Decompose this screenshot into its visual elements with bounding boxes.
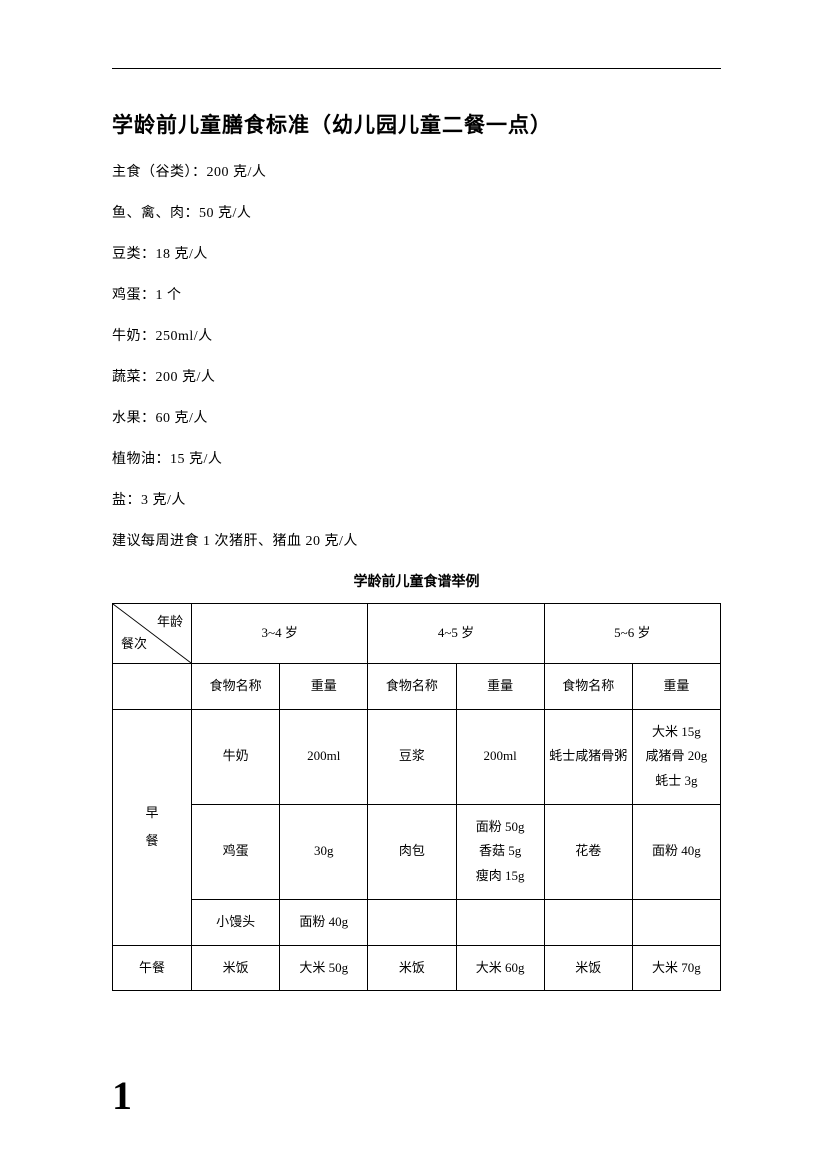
- meal-label-breakfast: 早餐: [113, 709, 192, 945]
- standard-line: 鱼、禽、肉：50 克/人: [112, 202, 721, 222]
- standard-line: 鸡蛋：1 个: [112, 284, 721, 304]
- weight-cell: 大米 15g咸猪骨 20g蚝士 3g: [632, 709, 720, 804]
- table-subheader-row: 食物名称 重量 食物名称 重量 食物名称 重量: [113, 664, 721, 710]
- subheader-food: 食物名称: [192, 664, 280, 710]
- food-cell: 牛奶: [192, 709, 280, 804]
- standard-line: 主食（谷类）：200 克/人: [112, 161, 721, 181]
- table-row: 午餐 米饭 大米 50g 米饭 大米 60g 米饭 大米 70g: [113, 945, 721, 991]
- food-cell: 米饭: [192, 945, 280, 991]
- food-cell: 米饭: [544, 945, 632, 991]
- subheader-weight: 重量: [632, 664, 720, 710]
- weight-cell: 面粉 40g: [632, 804, 720, 899]
- table-title: 学龄前儿童食谱举例: [112, 571, 721, 591]
- food-cell: 肉包: [368, 804, 456, 899]
- menu-table: 年龄 餐次 3~4 岁 4~5 岁 5~6 岁 食物名称 重量 食物名称 重量 …: [112, 603, 721, 991]
- standard-line: 蔬菜：200 克/人: [112, 366, 721, 386]
- meal-label-lunch: 午餐: [113, 945, 192, 991]
- table-header-row: 年龄 餐次 3~4 岁 4~5 岁 5~6 岁: [113, 604, 721, 664]
- document-title: 学龄前儿童膳食标准（幼儿园儿童二餐一点）: [112, 109, 721, 139]
- page-number: 1: [112, 1072, 132, 1119]
- subheader-weight: 重量: [456, 664, 544, 710]
- weight-cell: 200ml: [456, 709, 544, 804]
- diagonal-header-cell: 年龄 餐次: [113, 604, 192, 664]
- standard-line: 植物油：15 克/人: [112, 448, 721, 468]
- standard-line: 建议每周进食 1 次猪肝、猪血 20 克/人: [112, 530, 721, 550]
- standard-line: 牛奶：250ml/人: [112, 325, 721, 345]
- weight-cell: 面粉 50g香菇 5g瘦肉 15g: [456, 804, 544, 899]
- weight-cell: [456, 899, 544, 945]
- age-group-header: 3~4 岁: [192, 604, 368, 664]
- food-cell: [544, 899, 632, 945]
- subheader-food: 食物名称: [368, 664, 456, 710]
- weight-cell: 面粉 40g: [280, 899, 368, 945]
- page-container: 学龄前儿童膳食标准（幼儿园儿童二餐一点） 主食（谷类）：200 克/人 鱼、禽、…: [0, 0, 826, 991]
- food-cell: 米饭: [368, 945, 456, 991]
- top-rule: [112, 68, 721, 69]
- subheader-food: 食物名称: [544, 664, 632, 710]
- table-row: 鸡蛋 30g 肉包 面粉 50g香菇 5g瘦肉 15g 花卷 面粉 40g: [113, 804, 721, 899]
- empty-cell: [113, 664, 192, 710]
- standard-line: 水果：60 克/人: [112, 407, 721, 427]
- table-row: 早餐 牛奶 200ml 豆浆 200ml 蚝士咸猪骨粥 大米 15g咸猪骨 20…: [113, 709, 721, 804]
- weight-cell: 30g: [280, 804, 368, 899]
- food-cell: 鸡蛋: [192, 804, 280, 899]
- subheader-weight: 重量: [280, 664, 368, 710]
- food-cell: 豆浆: [368, 709, 456, 804]
- standard-line: 豆类：18 克/人: [112, 243, 721, 263]
- weight-cell: 200ml: [280, 709, 368, 804]
- weight-cell: 大米 50g: [280, 945, 368, 991]
- food-cell: [368, 899, 456, 945]
- table-row: 小馒头 面粉 40g: [113, 899, 721, 945]
- standard-line: 盐：3 克/人: [112, 489, 721, 509]
- weight-cell: 大米 60g: [456, 945, 544, 991]
- diag-bottom-label: 餐次: [121, 632, 147, 657]
- food-cell: 蚝士咸猪骨粥: [544, 709, 632, 804]
- age-group-header: 5~6 岁: [544, 604, 720, 664]
- food-cell: 小馒头: [192, 899, 280, 945]
- food-cell: 花卷: [544, 804, 632, 899]
- age-group-header: 4~5 岁: [368, 604, 544, 664]
- diag-top-label: 年龄: [157, 610, 183, 635]
- weight-cell: 大米 70g: [632, 945, 720, 991]
- weight-cell: [632, 899, 720, 945]
